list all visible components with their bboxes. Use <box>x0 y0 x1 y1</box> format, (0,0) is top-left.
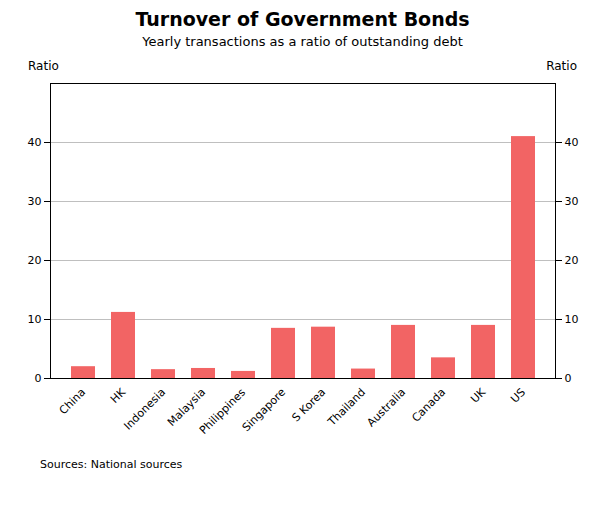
svg-text:Singapore: Singapore <box>240 386 289 435</box>
svg-text:30: 30 <box>565 195 579 208</box>
html-text:Turnover of Government Bonds: Turnover of Government Bonds <box>135 8 470 30</box>
svg-text:0: 0 <box>565 372 572 385</box>
html-text:Yearly transactions as a ratio: Yearly transactions as a ratio of outsta… <box>142 34 463 49</box>
svg-text:10: 10 <box>28 313 42 326</box>
svg-text:Canada: Canada <box>409 386 448 425</box>
svg-text:30: 30 <box>28 195 42 208</box>
svg-text:20: 20 <box>565 254 579 267</box>
svg-text:China: China <box>57 386 88 417</box>
html-text:Ratio: Ratio <box>546 59 577 73</box>
svg-text:Thailand: Thailand <box>325 386 368 429</box>
svg-text:40: 40 <box>565 136 579 149</box>
svg-text:S Korea: S Korea <box>289 386 328 425</box>
svg-text:10: 10 <box>565 313 579 326</box>
svg-text:UK: UK <box>468 385 489 406</box>
svg-text:20: 20 <box>28 254 42 267</box>
svg-text:Australia: Australia <box>365 386 409 430</box>
svg-text:Philippines: Philippines <box>197 386 248 437</box>
svg-text:40: 40 <box>28 136 42 149</box>
svg-text:US: US <box>508 386 528 406</box>
svg-text:HK: HK <box>108 385 129 406</box>
svg-text:0: 0 <box>35 372 42 385</box>
svg-text:Malaysia: Malaysia <box>164 385 209 429</box>
html-text:Sources: National sources: Sources: National sources <box>40 458 183 471</box>
html-text:Ratio: Ratio <box>28 59 59 73</box>
svg-text:Indonesia: Indonesia <box>121 386 168 433</box>
